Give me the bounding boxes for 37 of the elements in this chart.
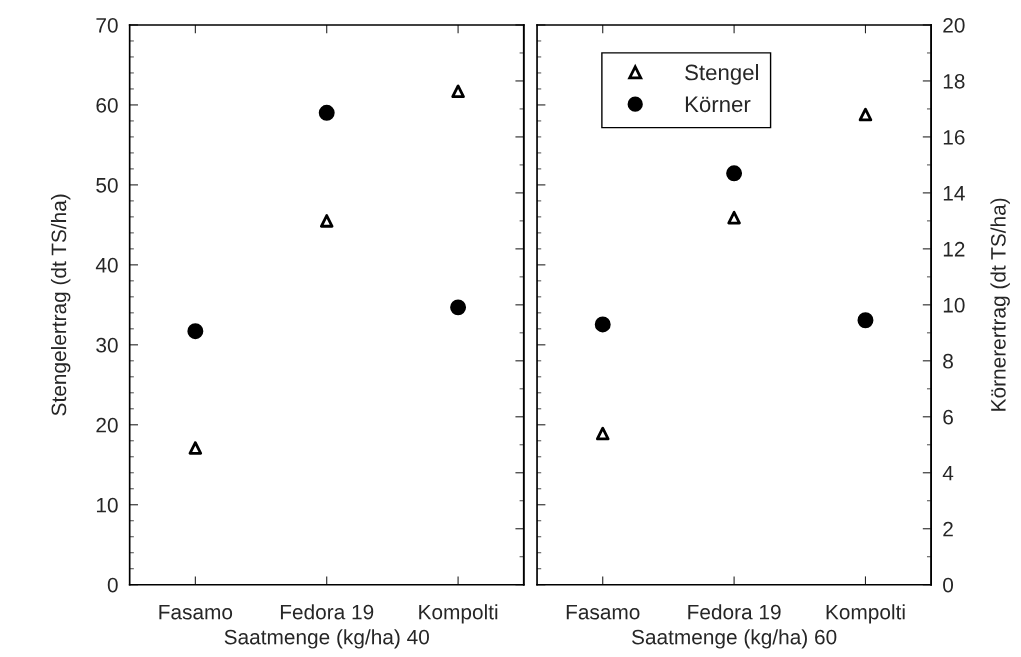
- y2-tick-label: 14: [943, 186, 965, 201]
- y-tick-label: 70: [96, 17, 118, 33]
- point: [726, 165, 743, 182]
- y-tick-label: 60: [96, 97, 118, 113]
- y2-tick-label: 10: [943, 297, 965, 313]
- x-tick-label: Kompolti: [419, 604, 498, 624]
- y-tick-label: 10: [96, 497, 118, 513]
- x-tick-label: Fedora 19: [688, 604, 781, 620]
- y2-tick-label: 4: [942, 465, 954, 481]
- x-tick-label: Fasamo: [566, 604, 640, 620]
- y-tick-label: 40: [95, 257, 118, 273]
- y2-tick-label: 6: [943, 409, 953, 425]
- point: [188, 441, 203, 455]
- y2-tick-label: 18: [943, 73, 965, 89]
- x-axis-title: Saatmenge (kg/ha) 40: [224, 629, 429, 649]
- x-tick-label: Fedora 19: [280, 604, 374, 620]
- y-axis-title: Stengelertrag (dt TS/ha): [50, 194, 71, 416]
- legend-label: Stengel: [685, 63, 758, 85]
- y2-tick-label: 8: [943, 353, 953, 369]
- legend-label: Körner: [685, 96, 751, 113]
- point: [857, 312, 874, 329]
- x-tick-label: Kompolti: [826, 604, 905, 624]
- y2-tick-label: 2: [943, 521, 953, 537]
- y-tick-label: 0: [107, 577, 118, 593]
- point: [451, 84, 465, 99]
- point: [319, 214, 334, 228]
- x-tick-label: Fasamo: [159, 604, 233, 620]
- y2-tick-label: 20: [943, 17, 965, 33]
- y2-tick-label: 12: [943, 241, 965, 257]
- y2-tick-label: 0: [943, 577, 954, 593]
- y-tick-label: 30: [96, 337, 118, 353]
- y2-tick-label: 16: [943, 129, 965, 145]
- y-tick-label: 20: [96, 417, 118, 433]
- y-tick-label: 50: [96, 177, 118, 193]
- y2-axis-title: Körnerertrag (dt TS/ha): [990, 198, 1010, 411]
- x-axis-title: Saatmenge (kg/ha) 60: [631, 629, 837, 649]
- point: [594, 316, 611, 333]
